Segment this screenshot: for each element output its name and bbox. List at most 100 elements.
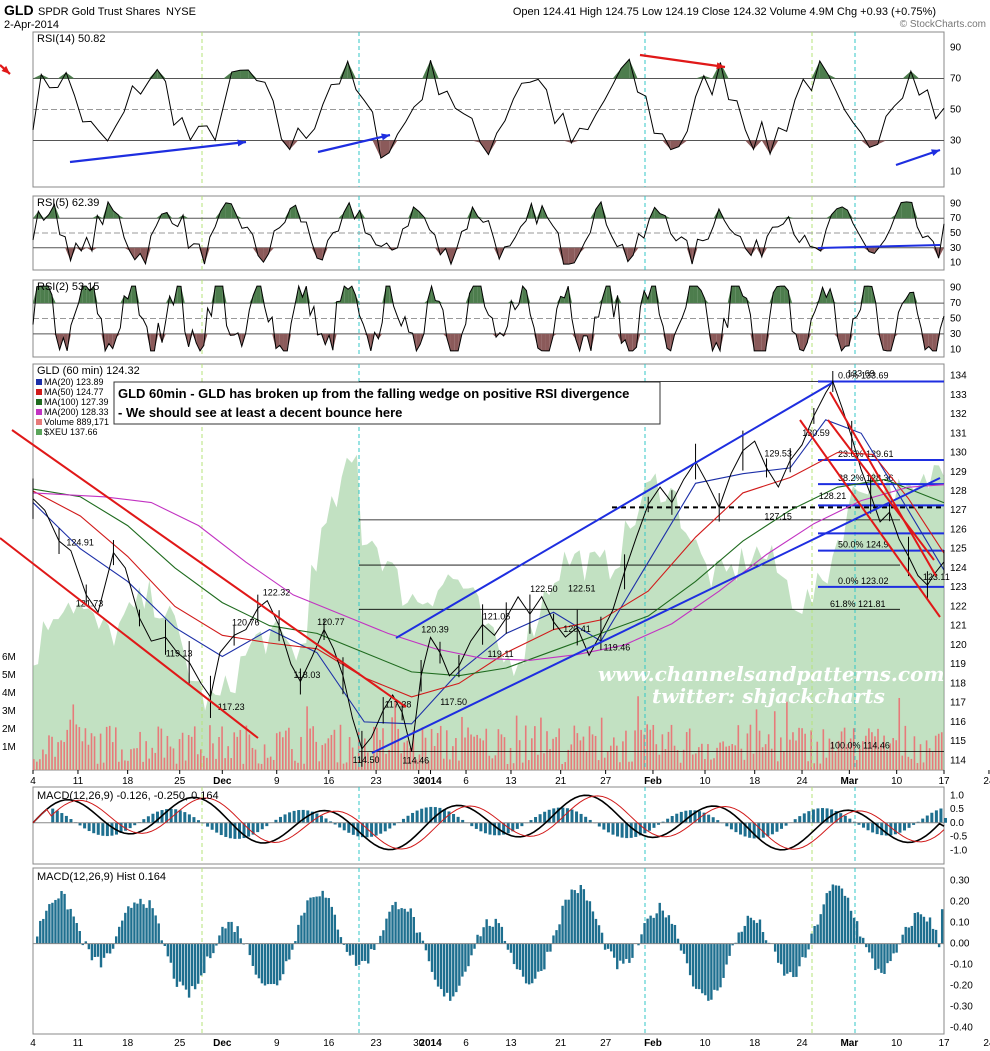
volume-bar — [294, 760, 296, 770]
x-axis-label-bottom: Mar — [840, 1038, 858, 1049]
volume-bar — [282, 737, 284, 770]
volume-bar — [734, 745, 737, 770]
macd-hist-bar — [151, 813, 155, 823]
rsi2-under-fill — [283, 333, 288, 351]
volume-bar — [521, 762, 524, 770]
rsi5-over-fill — [654, 207, 660, 219]
hist-bar — [84, 941, 88, 944]
macd-hist-bar — [78, 822, 82, 826]
volume-bar — [783, 751, 785, 770]
rsi14-under-fill — [770, 140, 779, 154]
volume-bar — [895, 740, 898, 770]
rsi2-under-fill — [712, 333, 717, 351]
hist-bar — [883, 943, 886, 974]
volume-bar — [874, 736, 876, 770]
hist-bar — [163, 943, 166, 947]
volume-bar — [114, 727, 117, 770]
rsi5-over-fill — [225, 202, 232, 219]
hist-ytick: 0.30 — [950, 876, 970, 887]
hist-bar — [433, 943, 437, 980]
volume-bar — [506, 763, 509, 770]
hist-bar — [239, 938, 242, 944]
hist-bar — [518, 943, 522, 970]
volume-bar — [518, 740, 521, 770]
rsi5-over-fill — [831, 208, 837, 219]
legend-entry: MA(50) 124.77 — [44, 387, 104, 397]
rsi5-under-fill — [740, 247, 746, 249]
hist-bar — [795, 943, 798, 977]
macd-hist-bar — [529, 820, 533, 823]
hist-bar — [637, 943, 640, 946]
watermark-site: www.channelsandpatterns.com — [598, 662, 945, 686]
volume-bar — [151, 747, 154, 770]
macd-hist-bar — [834, 810, 838, 823]
legend-entry: Volume 889,171 — [44, 417, 109, 427]
quote-summary: Open 124.41 High 124.75 Low 124.19 Close… — [513, 6, 936, 18]
volume-bar — [503, 737, 506, 770]
hist-bar — [828, 890, 832, 944]
price-label: 119.13 — [166, 649, 193, 659]
volume-bar — [196, 754, 199, 770]
rsi5-over-fill — [408, 207, 414, 219]
hist-bar — [858, 936, 862, 944]
hist-ytick: 0.20 — [950, 897, 970, 908]
volume-bar — [913, 736, 916, 770]
macd-hist-bar — [903, 822, 907, 831]
volume-bar — [752, 753, 755, 770]
rsi5-over-fill — [343, 202, 350, 219]
volume-bar — [482, 740, 485, 770]
price-label: 129.53 — [764, 449, 792, 459]
price-ytick: 117 — [950, 698, 966, 709]
rsi5-over-fill — [102, 201, 109, 219]
macd-hist-bar — [124, 822, 128, 831]
price-label: 130.59 — [802, 428, 830, 438]
rsi14-ytick: 30 — [950, 136, 962, 147]
exchange: NYSE — [166, 6, 196, 18]
rsi5-over-fill — [467, 207, 473, 219]
volume-bar — [755, 709, 758, 770]
macd-hist-bar — [83, 822, 87, 829]
macd-hist-bar — [233, 822, 237, 839]
volume-bar — [655, 744, 658, 770]
volume-bar — [925, 740, 928, 770]
volume-bar — [603, 757, 606, 770]
rsi5-over-fill — [531, 203, 537, 219]
hist-bar — [640, 934, 643, 944]
rsi5-under-fill — [65, 247, 71, 261]
hist-bar — [148, 900, 151, 944]
rsi5-over-fill — [547, 217, 553, 219]
volume-bar — [852, 728, 855, 770]
volume-bar — [163, 757, 166, 770]
rsi2-over-fill — [609, 286, 614, 304]
volume-bar — [93, 736, 96, 770]
rsi2-under-fill — [196, 333, 201, 351]
volume-bar — [600, 717, 603, 770]
volume-bar — [704, 759, 706, 770]
volume-bar — [798, 727, 800, 770]
hist-bar — [849, 910, 853, 944]
hist-bar — [755, 922, 759, 944]
rsi2-under-fill — [621, 333, 626, 344]
hist-bar — [39, 920, 42, 944]
x-axis-label: 25 — [174, 776, 186, 787]
hist-bar — [527, 943, 531, 985]
volume-bar — [175, 763, 178, 770]
price-label: 122.32 — [263, 587, 291, 597]
volume-bar — [622, 741, 624, 770]
hist-ytick: 0.10 — [950, 918, 970, 929]
rsi14-under-fill — [662, 140, 671, 150]
hist-bar — [886, 943, 889, 964]
rsi2-ytick: 90 — [950, 283, 962, 294]
hist-bar — [746, 915, 750, 944]
legend-swatch — [36, 409, 42, 415]
volume-bar — [278, 731, 281, 770]
volume-bar — [619, 762, 621, 770]
hist-bar — [925, 921, 929, 944]
hist-bar — [96, 943, 100, 957]
price-label: 119.46 — [603, 642, 630, 652]
rsi2-over-fill — [124, 295, 128, 304]
macd-hist-bar — [638, 822, 642, 836]
hist-bar — [682, 943, 686, 954]
volume-bar — [145, 741, 147, 770]
volume-bar — [758, 730, 761, 770]
